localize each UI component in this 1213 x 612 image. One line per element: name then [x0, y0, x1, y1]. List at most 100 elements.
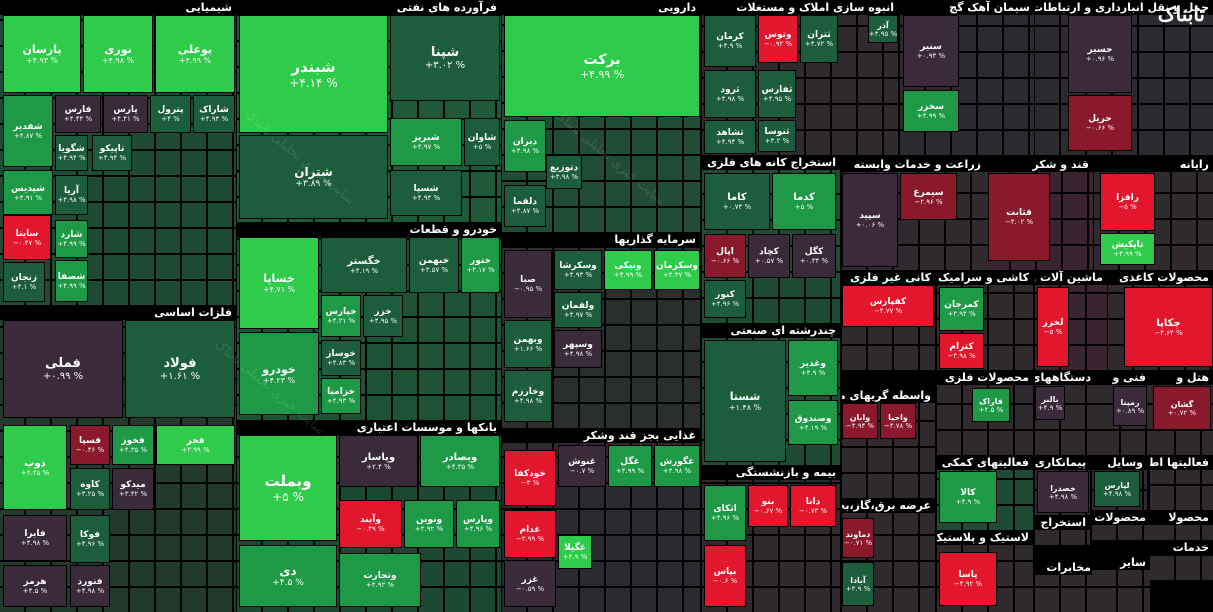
- stock-tile[interactable]: کرمان +۴.۹ %: [704, 15, 756, 67]
- stock-tile[interactable]: فارس +۴.۴۴ %: [55, 95, 101, 133]
- stock-tile[interactable]: وغدیر +۴.۹ %: [788, 340, 838, 396]
- stock-tile[interactable]: ثنوسا +۴.۲ %: [758, 120, 796, 152]
- stock-tile[interactable]: شگویا +۴.۹۴ %: [55, 135, 88, 171]
- stock-tile[interactable]: شبریز +۴.۹۷ %: [390, 118, 462, 166]
- stock-tile[interactable]: کنور +۴.۹۶ %: [704, 280, 746, 318]
- stock-tile[interactable]: کمرجان +۴.۹۴ %: [939, 287, 984, 331]
- stock-tile[interactable]: دی +۴.۵ %: [239, 545, 337, 607]
- stock-tile[interactable]: شاراک +۴.۹۴ %: [193, 95, 235, 133]
- stock-tile[interactable]: غگورش +۴.۹۸ %: [654, 445, 700, 487]
- stock-tile[interactable]: خودکفا −۳ %: [504, 450, 556, 506]
- stock-tile[interactable]: ساینا −۰.۴۷ %: [3, 215, 51, 260]
- stock-tile[interactable]: شپنا +۳.۰۲ %: [390, 15, 500, 101]
- stock-tile[interactable]: اتکای +۴.۹۶ %: [704, 485, 746, 541]
- stock-tile[interactable]: کترام −۴.۹۸ %: [939, 333, 984, 369]
- stock-tile[interactable]: شپدیس +۴.۹۱ %: [3, 170, 53, 215]
- stock-tile[interactable]: کچاد +۰.۵۷ %: [748, 234, 790, 278]
- stock-tile[interactable]: وخارزم +۴.۹۸ %: [504, 370, 552, 422]
- stock-tile[interactable]: خودرو +۴.۲۳ %: [239, 332, 319, 415]
- stock-tile[interactable]: وپاسار +۲.۴ %: [339, 435, 418, 487]
- stock-tile[interactable]: اپال −۰.۶۶ %: [704, 234, 746, 278]
- stock-tile[interactable]: غگل +۴.۹۹ %: [608, 445, 652, 487]
- stock-tile[interactable]: وتوس −۰.۹۲ %: [758, 15, 798, 63]
- stock-tile[interactable]: آریا +۴.۹۸ %: [55, 175, 88, 215]
- stock-tile[interactable]: وآیند −۰.۴۹ %: [339, 500, 402, 548]
- stock-tile[interactable]: فولاد +۱.۶۱ %: [125, 320, 235, 418]
- stock-tile[interactable]: برکت +۴.۹۹ %: [504, 15, 700, 117]
- stock-tile[interactable]: خساپا +۴.۷۱ %: [239, 237, 319, 329]
- stock-tile[interactable]: کفپارس −۴.۷۷ %: [842, 285, 934, 327]
- stock-tile[interactable]: وسپهر +۴.۹۸ %: [554, 330, 602, 368]
- stock-tile[interactable]: ثفارس +۴.۹۵ %: [758, 70, 796, 118]
- stock-tile[interactable]: دیران +۴.۹۸ %: [504, 120, 546, 172]
- stock-tile[interactable]: تاپکیش +۴.۹۹ %: [1100, 233, 1155, 265]
- stock-tile[interactable]: سخزر +۴.۹۹ %: [903, 90, 959, 132]
- stock-tile[interactable]: خزر +۴.۹۵ %: [363, 295, 403, 337]
- stock-tile[interactable]: نوری +۴.۹۸ %: [83, 15, 153, 93]
- stock-tile[interactable]: شفدیر +۴.۸۷ %: [3, 95, 53, 167]
- stock-tile[interactable]: وپارس +۴.۹۶ %: [456, 500, 500, 548]
- stock-tile[interactable]: دماوند −۰.۷۱ %: [842, 518, 874, 558]
- stock-tile[interactable]: فوکا +۴.۹۶ %: [70, 515, 110, 563]
- stock-tile[interactable]: فجر +۴.۹۹ %: [156, 425, 235, 465]
- stock-tile[interactable]: زنجان +۴.۱ %: [3, 262, 45, 302]
- stock-tile[interactable]: حسیر +۰.۹۶ %: [1068, 15, 1132, 93]
- stock-tile[interactable]: ختور +۴.۱۷ %: [461, 237, 500, 293]
- stock-tile[interactable]: فایرا +۴.۹۸ %: [3, 515, 67, 561]
- stock-tile[interactable]: غنوش −۰.۷ %: [558, 445, 606, 487]
- stock-tile[interactable]: چکاپا −۴.۶۴ %: [1124, 287, 1213, 367]
- stock-tile[interactable]: قثابت −۳.۰۲ %: [988, 173, 1050, 261]
- stock-tile[interactable]: شصفا +۴.۹۹ %: [55, 260, 88, 302]
- stock-tile[interactable]: دانا −۰.۷۳ %: [790, 485, 836, 527]
- stock-tile[interactable]: وبملت +۵ %: [239, 435, 337, 541]
- stock-tile[interactable]: وبصادر +۴.۳۵ %: [420, 435, 500, 487]
- stock-tile[interactable]: شاوان +۵ %: [464, 118, 500, 166]
- stock-tile[interactable]: کگل +۰.۳۴ %: [792, 234, 836, 278]
- stock-tile[interactable]: خوساز +۴.۸۳ %: [321, 340, 361, 376]
- stock-tile[interactable]: ولقمان +۴.۹۷ %: [554, 292, 602, 328]
- stock-tile[interactable]: ونوین +۴.۹۲ %: [404, 500, 454, 548]
- stock-tile[interactable]: پترول +۴ %: [150, 95, 191, 133]
- stock-tile[interactable]: میدکو +۳.۴۲ %: [112, 468, 154, 510]
- stock-tile[interactable]: خپارس +۴.۲۱ %: [321, 295, 361, 337]
- stock-tile[interactable]: فسپا −۰.۴۶ %: [70, 425, 110, 465]
- stock-tile[interactable]: پارس +۴.۴۱ %: [103, 95, 148, 133]
- stock-tile[interactable]: بالبر +۴.۹ %: [1035, 386, 1065, 420]
- stock-tile[interactable]: سیمرغ −۲.۹۶ %: [900, 173, 957, 220]
- stock-tile[interactable]: صبا −۰.۹۵ %: [504, 250, 552, 318]
- stock-tile[interactable]: ذوب +۴.۲۵ %: [3, 425, 67, 510]
- stock-tile[interactable]: فنورد +۴.۹۸ %: [70, 565, 110, 607]
- stock-tile[interactable]: سپید +۰.۰۶ %: [842, 173, 898, 267]
- stock-tile[interactable]: شتران +۳.۸۹ %: [239, 135, 388, 219]
- stock-tile[interactable]: غزر −۰.۵۹ %: [504, 560, 556, 607]
- stock-tile[interactable]: سنیر +۰.۹۴ %: [903, 15, 959, 87]
- stock-tile[interactable]: بوعلی +۴.۹۹ %: [155, 15, 235, 93]
- stock-tile[interactable]: خزامیا +۴.۹۳ %: [321, 378, 361, 414]
- stock-tile[interactable]: بپاس −۰.۶ %: [704, 545, 746, 607]
- stock-tile[interactable]: شسپا +۴.۹۳ %: [390, 170, 462, 216]
- stock-tile[interactable]: ثشاهد +۴.۹۴ %: [704, 120, 756, 154]
- stock-tile[interactable]: ثرود +۴.۹۸ %: [704, 70, 756, 118]
- stock-tile[interactable]: خبهمن +۳.۵۷ %: [409, 237, 459, 293]
- stock-tile[interactable]: بنو −۰.۶۷ %: [748, 485, 788, 527]
- stock-tile[interactable]: پاسا −۴.۹۲ %: [939, 552, 997, 606]
- stock-tile[interactable]: غگیلا +۴.۹ %: [558, 535, 592, 569]
- stock-tile[interactable]: لپارس +۴.۹۸ %: [1094, 471, 1140, 507]
- stock-tile[interactable]: رمپنا +۰.۸۹ %: [1113, 386, 1147, 426]
- stock-tile[interactable]: گشان +۰.۷۲ %: [1153, 386, 1211, 430]
- stock-tile[interactable]: لخزر −۵ %: [1037, 287, 1069, 367]
- stock-tile[interactable]: وسکرشا +۴.۹۳ %: [554, 250, 602, 290]
- stock-tile[interactable]: شارد +۴.۹۹ %: [55, 220, 88, 258]
- stock-tile[interactable]: وسکرمان +۴.۳۷ %: [654, 250, 700, 290]
- stock-tile[interactable]: تاپیکو +۴.۹۴ %: [92, 135, 132, 171]
- stock-tile[interactable]: ثتران +۴.۷۲ %: [800, 15, 838, 63]
- stock-tile[interactable]: غدام −۳.۹۹ %: [504, 510, 556, 558]
- stock-tile[interactable]: آذر +۴.۹۵ %: [868, 15, 898, 43]
- stock-tile[interactable]: وابان −۴.۹۴ %: [842, 403, 878, 439]
- stock-tile[interactable]: دتوزیع +۴.۹۸ %: [546, 155, 582, 189]
- stock-tile[interactable]: فملی +۰.۹۹ %: [3, 320, 123, 418]
- stock-tile[interactable]: وصندوق +۴.۱۹ %: [788, 400, 838, 445]
- stock-tile[interactable]: آبادا +۴.۹ %: [842, 562, 874, 606]
- stock-tile[interactable]: کاوه +۴.۲۵ %: [70, 468, 110, 510]
- stock-tile[interactable]: حریل −۰.۶۶ %: [1068, 95, 1132, 151]
